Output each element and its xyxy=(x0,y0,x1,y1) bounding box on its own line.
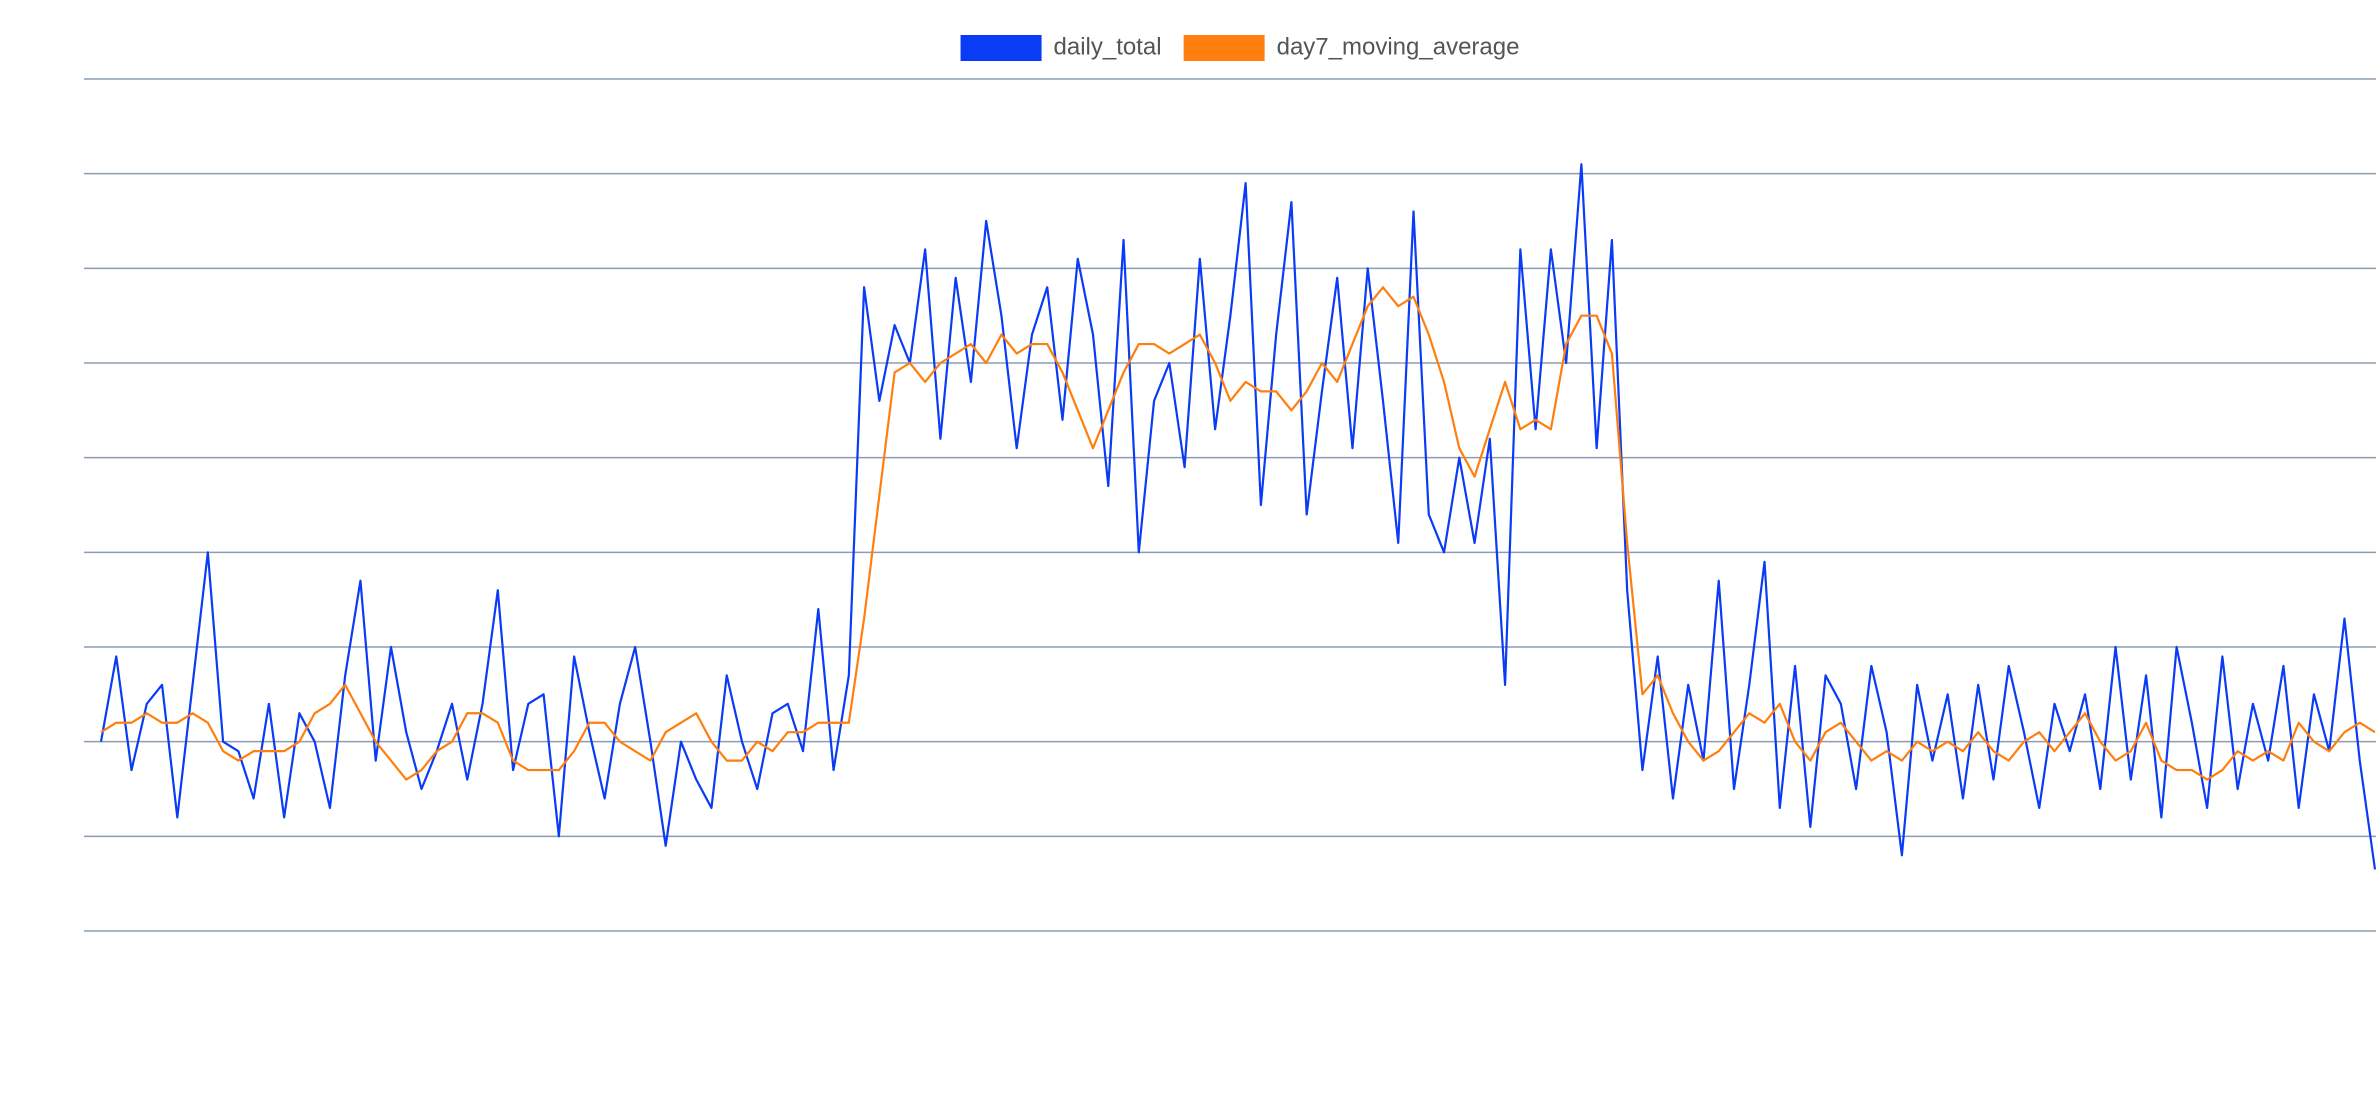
legend-swatch xyxy=(960,35,1042,61)
series-line xyxy=(99,163,2377,870)
legend-swatch xyxy=(1183,35,1265,61)
legend-label: daily_total xyxy=(1054,33,1162,60)
series-line xyxy=(100,286,2376,781)
legend-label: day7_moving_average xyxy=(1277,33,1520,60)
